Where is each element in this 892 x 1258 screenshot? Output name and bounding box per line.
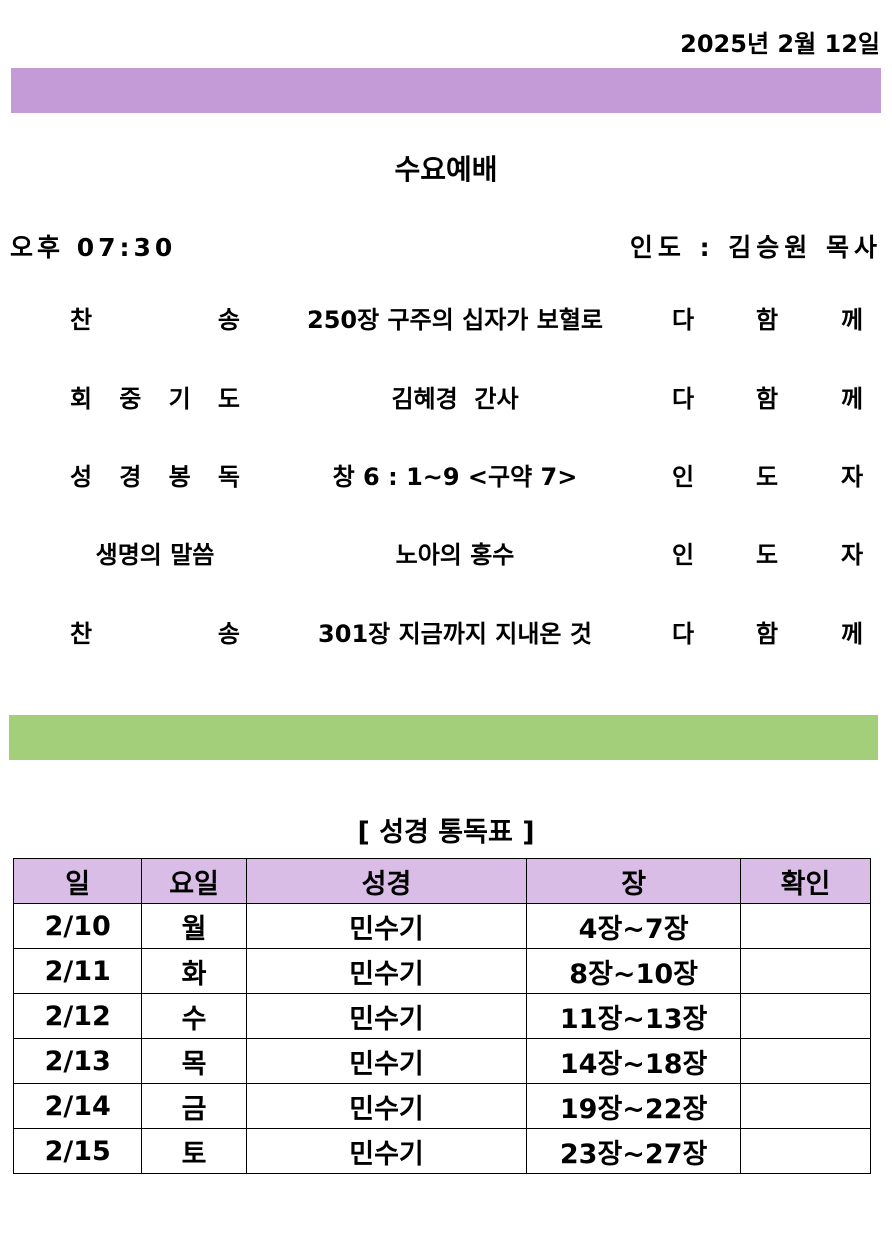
table-row: 2/13 목 민수기 14장~18장	[12, 1038, 872, 1084]
table-cell: 민수기	[245, 1083, 528, 1129]
program-label: 생명의 말씀	[70, 535, 240, 570]
label-char: 경	[119, 463, 142, 491]
table-cell: 2/14	[12, 1083, 143, 1129]
table-cell: 화	[141, 948, 247, 994]
check-cell[interactable]	[739, 993, 872, 1039]
program-content: 250장 구주의 십자가 보혈로	[307, 306, 603, 334]
program-content: 노아의 홍수	[395, 541, 515, 569]
table-cell: 23장~27장	[526, 1128, 741, 1174]
label-char: 독	[217, 463, 240, 491]
table-row: 2/11 화 민수기 8장~10장	[12, 948, 872, 994]
table-cell: 목	[141, 1038, 247, 1084]
table-cell: 민수기	[245, 993, 528, 1039]
label-char: 중	[119, 385, 142, 413]
table-cell: 월	[141, 903, 247, 949]
program-performer: 자	[840, 463, 864, 491]
table-cell: 2/13	[12, 1038, 143, 1084]
service-title: 수요예배	[394, 153, 498, 186]
program-performer: 인	[671, 463, 695, 491]
check-cell[interactable]	[739, 1038, 872, 1084]
program-performer: 께	[840, 385, 864, 413]
table-cell: 8장~10장	[526, 948, 741, 994]
table-cell: 금	[141, 1083, 247, 1129]
table-cell: 토	[141, 1128, 247, 1174]
reading-table: 일 요일 성경 장 확인 2/10 월 민수기 4장~7장 2/11 화 민수기 8장~10장 2/12…	[12, 858, 872, 1174]
program-performer: 함	[755, 385, 779, 413]
table-cell: 민수기	[245, 903, 528, 949]
program-performer: 인	[671, 541, 695, 569]
label-char: 성	[70, 463, 93, 491]
column-header: 장	[526, 858, 741, 904]
table-cell: 민수기	[245, 1128, 528, 1174]
label-char: 도	[217, 385, 240, 413]
table-row: 2/14 금 민수기 19장~22장	[12, 1083, 872, 1129]
program-content: 301장 지금까지 지내온 것	[318, 620, 592, 648]
table-cell: 민수기	[245, 1038, 528, 1084]
table-cell: 11장~13장	[526, 993, 741, 1039]
program-performer: 자	[840, 541, 864, 569]
check-cell[interactable]	[739, 948, 872, 994]
purple-divider	[11, 68, 881, 113]
label-char: 찬	[70, 620, 93, 648]
label-char: 송	[217, 620, 240, 648]
label-char: 봉	[168, 463, 191, 491]
label-char: 기	[168, 385, 191, 413]
reading-title: [ 성경 통독표 ]	[357, 817, 535, 848]
table-row: 2/15 토 민수기 23장~27장	[12, 1128, 872, 1174]
program-performer: 도	[755, 463, 779, 491]
column-header: 성경	[245, 858, 528, 904]
green-divider	[9, 715, 878, 760]
program-performer: 다	[671, 385, 695, 413]
label-char: 회	[70, 385, 93, 413]
program-row: 회 중 기 도 김혜경 간사 다 함 께	[0, 379, 892, 419]
program-row: 생명의 말씀 노아의 홍수 인 도 자	[0, 535, 892, 575]
check-cell[interactable]	[739, 1128, 872, 1174]
program-performer: 께	[840, 306, 864, 334]
column-header: 확인	[739, 858, 872, 904]
label-char: 생명의 말씀	[95, 541, 215, 569]
program-content: 김혜경 간사	[391, 385, 519, 413]
label-char: 찬	[70, 306, 93, 334]
table-row: 2/12 수 민수기 11장~13장	[12, 993, 872, 1039]
program-performer: 께	[840, 620, 864, 648]
check-cell[interactable]	[739, 903, 872, 949]
table-cell: 민수기	[245, 948, 528, 994]
table-cell: 수	[141, 993, 247, 1039]
table-cell: 14장~18장	[526, 1038, 741, 1084]
service-leader: 인도 : 김승원 목사	[629, 233, 882, 262]
column-header: 일	[12, 858, 143, 904]
table-row: 2/10 월 민수기 4장~7장	[12, 903, 872, 949]
program-performer: 다	[671, 306, 695, 334]
service-time: 오후 07:30	[10, 233, 177, 262]
table-cell: 2/11	[12, 948, 143, 994]
table-cell: 2/10	[12, 903, 143, 949]
program-row: 찬 송 250장 구주의 십자가 보혈로 다 함 께	[0, 300, 892, 340]
check-cell[interactable]	[739, 1083, 872, 1129]
table-cell: 2/12	[12, 993, 143, 1039]
program-content: 창 6 : 1~9 <구약 7>	[332, 463, 578, 491]
program-performer: 함	[755, 306, 779, 334]
table-cell: 4장~7장	[526, 903, 741, 949]
table-cell: 19장~22장	[526, 1083, 741, 1129]
label-char: 송	[217, 306, 240, 334]
program-performer: 도	[755, 541, 779, 569]
table-cell: 2/15	[12, 1128, 143, 1174]
program-performer: 다	[671, 620, 695, 648]
program-performer: 함	[755, 620, 779, 648]
column-header: 요일	[141, 858, 247, 904]
date: 2025년 2월 12일	[680, 30, 880, 58]
